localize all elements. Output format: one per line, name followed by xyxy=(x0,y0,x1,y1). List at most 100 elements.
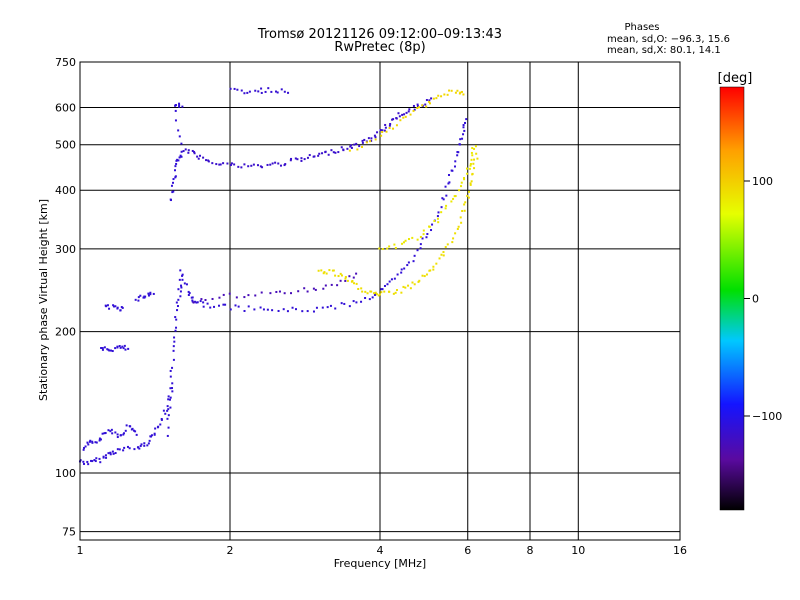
data-point xyxy=(471,154,474,157)
data-point xyxy=(469,163,472,166)
data-point xyxy=(153,433,156,436)
data-point xyxy=(355,282,358,285)
data-point xyxy=(82,448,85,451)
data-point xyxy=(116,346,119,349)
data-point xyxy=(392,118,395,121)
data-point xyxy=(134,430,137,433)
data-point xyxy=(119,309,122,312)
data-point xyxy=(86,460,89,463)
data-point xyxy=(243,163,246,166)
data-point xyxy=(380,288,383,291)
data-point xyxy=(456,151,459,154)
data-point xyxy=(448,181,451,184)
data-point xyxy=(124,348,127,351)
data-point xyxy=(222,303,225,306)
data-point xyxy=(470,158,473,161)
data-point xyxy=(419,247,422,250)
data-point xyxy=(308,154,311,157)
data-point xyxy=(422,229,425,232)
data-point xyxy=(334,274,337,277)
data-point xyxy=(172,178,175,181)
data-point xyxy=(321,152,324,155)
data-point xyxy=(384,126,387,129)
data-point xyxy=(123,344,126,347)
data-point xyxy=(413,108,416,111)
x-tick-label: 4 xyxy=(377,544,384,557)
data-point xyxy=(361,141,364,144)
data-point xyxy=(383,290,386,293)
data-point xyxy=(436,217,439,220)
data-point xyxy=(169,369,172,372)
data-point xyxy=(348,305,351,308)
data-point xyxy=(332,269,335,272)
data-point xyxy=(473,158,476,161)
data-point xyxy=(267,87,270,90)
data-point xyxy=(147,442,150,445)
data-point xyxy=(451,241,454,244)
data-point xyxy=(111,432,114,435)
data-point xyxy=(366,292,369,295)
data-point xyxy=(237,305,240,308)
data-point xyxy=(143,442,146,445)
data-point xyxy=(322,287,325,290)
data-point xyxy=(456,227,459,230)
data-point xyxy=(209,306,212,309)
data-point xyxy=(317,269,320,272)
data-point xyxy=(226,162,229,165)
data-point xyxy=(175,162,178,165)
data-point xyxy=(330,283,333,286)
colorbar-ticks: 100 0 −100 xyxy=(744,175,782,423)
data-point xyxy=(380,134,383,137)
data-point xyxy=(446,243,449,246)
data-point xyxy=(350,144,353,147)
data-point xyxy=(162,409,165,412)
data-point xyxy=(257,90,260,93)
data-point xyxy=(106,348,109,351)
data-point xyxy=(154,427,157,430)
data-point xyxy=(425,105,428,108)
data-point xyxy=(379,128,382,131)
data-point xyxy=(442,251,445,254)
data-point xyxy=(280,88,283,91)
data-point xyxy=(416,249,419,252)
data-point xyxy=(192,301,195,304)
data-point xyxy=(458,189,461,192)
data-point xyxy=(120,306,123,309)
data-point xyxy=(402,116,405,119)
data-point xyxy=(202,301,205,304)
data-point xyxy=(180,286,183,289)
data-point xyxy=(175,301,178,304)
data-point xyxy=(247,294,250,297)
data-point xyxy=(195,301,198,304)
data-point xyxy=(107,429,110,432)
data-point xyxy=(370,290,373,293)
data-point xyxy=(361,146,364,149)
data-point xyxy=(432,268,435,271)
data-point xyxy=(240,89,243,92)
data-point xyxy=(240,166,243,169)
data-point xyxy=(472,162,475,165)
data-point xyxy=(91,460,94,463)
data-point xyxy=(380,291,383,294)
data-point xyxy=(291,306,294,309)
data-point xyxy=(381,288,384,291)
data-point xyxy=(473,147,476,150)
data-point xyxy=(178,278,181,281)
data-point xyxy=(274,90,277,93)
data-point xyxy=(149,435,152,438)
data-point xyxy=(419,235,422,238)
data-point xyxy=(114,305,117,308)
data-point xyxy=(334,151,337,154)
data-point xyxy=(402,285,405,288)
data-point xyxy=(370,137,373,140)
data-point xyxy=(421,237,424,240)
data-point xyxy=(301,310,304,313)
data-point xyxy=(444,207,447,210)
data-point xyxy=(243,92,246,95)
x-axis-label: Frequency [MHz] xyxy=(334,557,426,570)
data-point xyxy=(403,113,406,116)
data-point xyxy=(289,159,292,162)
data-point xyxy=(266,308,269,311)
data-point xyxy=(467,196,470,199)
data-point xyxy=(428,99,431,102)
